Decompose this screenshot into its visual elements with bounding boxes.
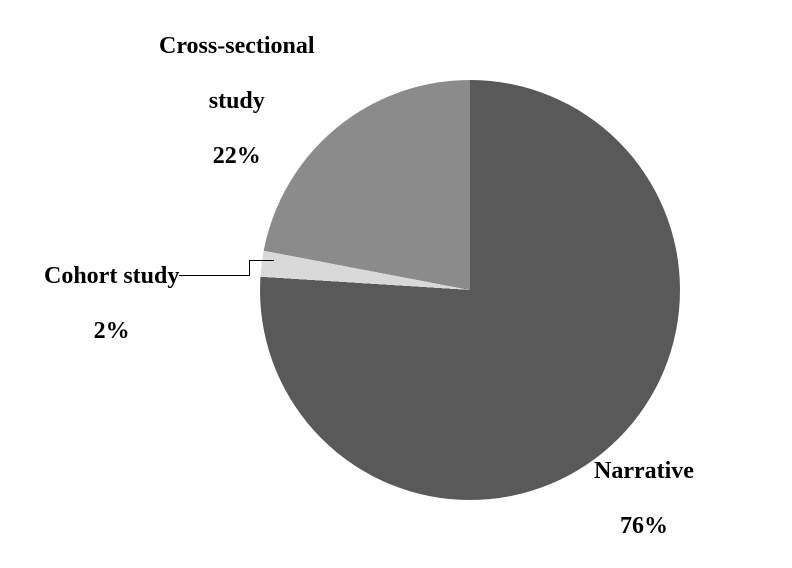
label-narrative-line1: Narrative	[594, 458, 694, 484]
label-cross-line1: Cross-sectional	[159, 33, 315, 59]
label-cross-line3: 22%	[213, 143, 261, 169]
label-narrative-line2: 76%	[620, 513, 668, 539]
leader-line-seg3	[249, 260, 274, 261]
label-cohort: Cohort study 2%	[20, 235, 179, 373]
leader-line-seg2	[249, 260, 250, 276]
label-cohort-line1: Cohort study	[44, 263, 179, 289]
label-cross-line2: study	[209, 88, 265, 114]
label-cohort-line2: 2%	[94, 318, 130, 344]
pie-chart-container: Cross-sectional study 22% Cohort study 2…	[0, 0, 792, 536]
label-narrative: Narrative 76%	[570, 430, 694, 568]
label-cross-sectional: Cross-sectional study 22%	[135, 5, 315, 198]
leader-line-seg1	[179, 275, 249, 276]
